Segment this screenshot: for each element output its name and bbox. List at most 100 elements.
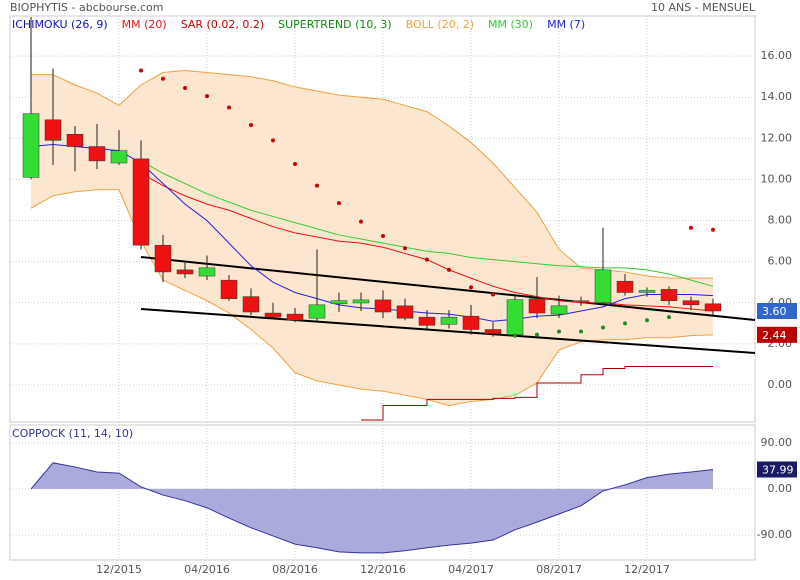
candle-body [506,299,524,335]
candle-body [88,146,106,162]
sar-dot [469,285,473,290]
candle-body [198,267,216,277]
coppock-plot [10,425,755,560]
sar-dot [601,325,605,330]
sar-dot [293,162,297,167]
candle-body [528,298,546,314]
sar-dot [447,267,451,272]
sar-dot [711,227,715,232]
supertrend [361,365,713,421]
x-tick-label: 08/2017 [536,563,582,576]
moving-average [140,160,714,287]
sar-dot [227,105,231,110]
sar-dot [689,225,693,230]
sar-dot [403,246,407,251]
trend-line [140,308,755,354]
y-tick-label: 6.00 [768,255,793,268]
candle-body [44,119,62,141]
sar-dot [359,219,363,224]
x-tick-label: 04/2016 [184,563,230,576]
candle-body [572,300,590,302]
candle-body [330,300,348,305]
candle-body [704,303,722,312]
main-plot [10,16,755,422]
y-tick-label: 0.00 [768,378,793,391]
value-badge [757,302,797,319]
candle-body [418,316,436,326]
sar-dot [381,233,385,238]
sar-dot [491,292,495,297]
sar-dot [557,329,561,334]
value-badge-label: 3.60 [762,305,787,318]
candle-body [682,300,700,306]
y-tick-label: 14.00 [761,90,793,103]
sar-dot [271,138,275,143]
y-tick-label: 12.00 [761,131,793,144]
coppock-line [30,462,714,554]
sar-dot [623,321,627,326]
candle-body [550,305,568,315]
sar-dot [645,318,649,323]
sar-dot [183,85,187,90]
x-tick-label: 12/2015 [96,563,142,576]
candle-body [660,289,678,301]
value-badge [757,326,797,343]
sar-dot [579,329,583,334]
sar-dot [249,122,253,127]
legend-entry: SAR (0.02, 0.2) [181,18,264,31]
value-badge-label: 37.99 [762,463,794,476]
sar-dot [667,315,671,320]
candle-body [594,269,612,304]
candle-body [374,299,392,313]
candle-body [176,269,194,275]
y-tick-label: 10.00 [761,172,793,185]
sar-dot [315,183,319,188]
trend-line [140,256,755,321]
y-tick-label: -90.00 [757,528,792,541]
candle-body [352,299,370,304]
chart-title: BIOPHYTIS - abcbourse.com [10,1,163,14]
sar-dot [337,201,341,206]
candle-body [396,305,414,319]
y-tick-label: 90.00 [761,436,793,449]
value-badge [757,461,797,478]
value-badge-label: 2.44 [762,329,787,342]
candle-body [484,329,502,334]
legend-entry: MM (30) [488,18,533,31]
y-tick-label: 0.00 [768,482,793,495]
candle-body [440,316,458,325]
coppock-title: COPPOCK (11, 14, 10) [12,427,133,440]
candle-body [264,312,282,318]
sar-dot [161,76,165,81]
candle-body [22,113,40,178]
sar-dot [139,68,143,73]
legend-entry: BOLL (20, 2) [406,18,474,31]
legend-entry: MM (7) [547,18,585,31]
candle-body [638,290,656,293]
candle-body [132,158,150,246]
legend-entry: MM (20) [122,18,167,31]
candle-body [286,313,304,321]
coppock-area [31,462,713,553]
y-tick-label: 8.00 [768,214,793,227]
legend-entry: SUPERTREND (10, 3) [278,18,392,31]
sar-dot [535,332,539,337]
y-tick-label: 16.00 [761,49,793,62]
candle-body [462,315,480,330]
x-tick-label: 04/2017 [448,563,494,576]
candle-body [66,133,84,147]
bollinger-upper [31,69,713,279]
x-tick-label: 12/2016 [360,563,406,576]
bollinger-lower [30,189,714,407]
candle-body [308,304,326,319]
candle-body [616,280,634,293]
sar-dot [205,94,209,99]
sar-dot [513,333,517,338]
legend-entry: ICHIMOKU (26, 9) [12,18,108,31]
candle-body [220,279,238,299]
candle-body [154,244,172,273]
bollinger-fill [31,70,713,406]
candle-body [242,296,260,313]
chart-subtitle: 10 ANS - MENSUEL [651,1,756,14]
